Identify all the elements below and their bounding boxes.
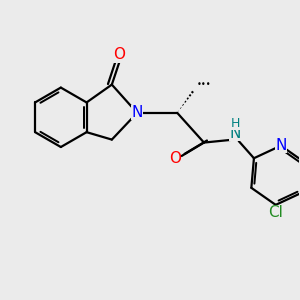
Text: O: O (113, 47, 125, 62)
Text: O: O (169, 152, 181, 166)
Text: N: N (131, 105, 143, 120)
Text: H: H (230, 117, 240, 130)
Text: •••: ••• (197, 80, 212, 89)
Text: N: N (230, 126, 241, 141)
Text: Cl: Cl (268, 205, 283, 220)
Text: N: N (275, 138, 286, 153)
